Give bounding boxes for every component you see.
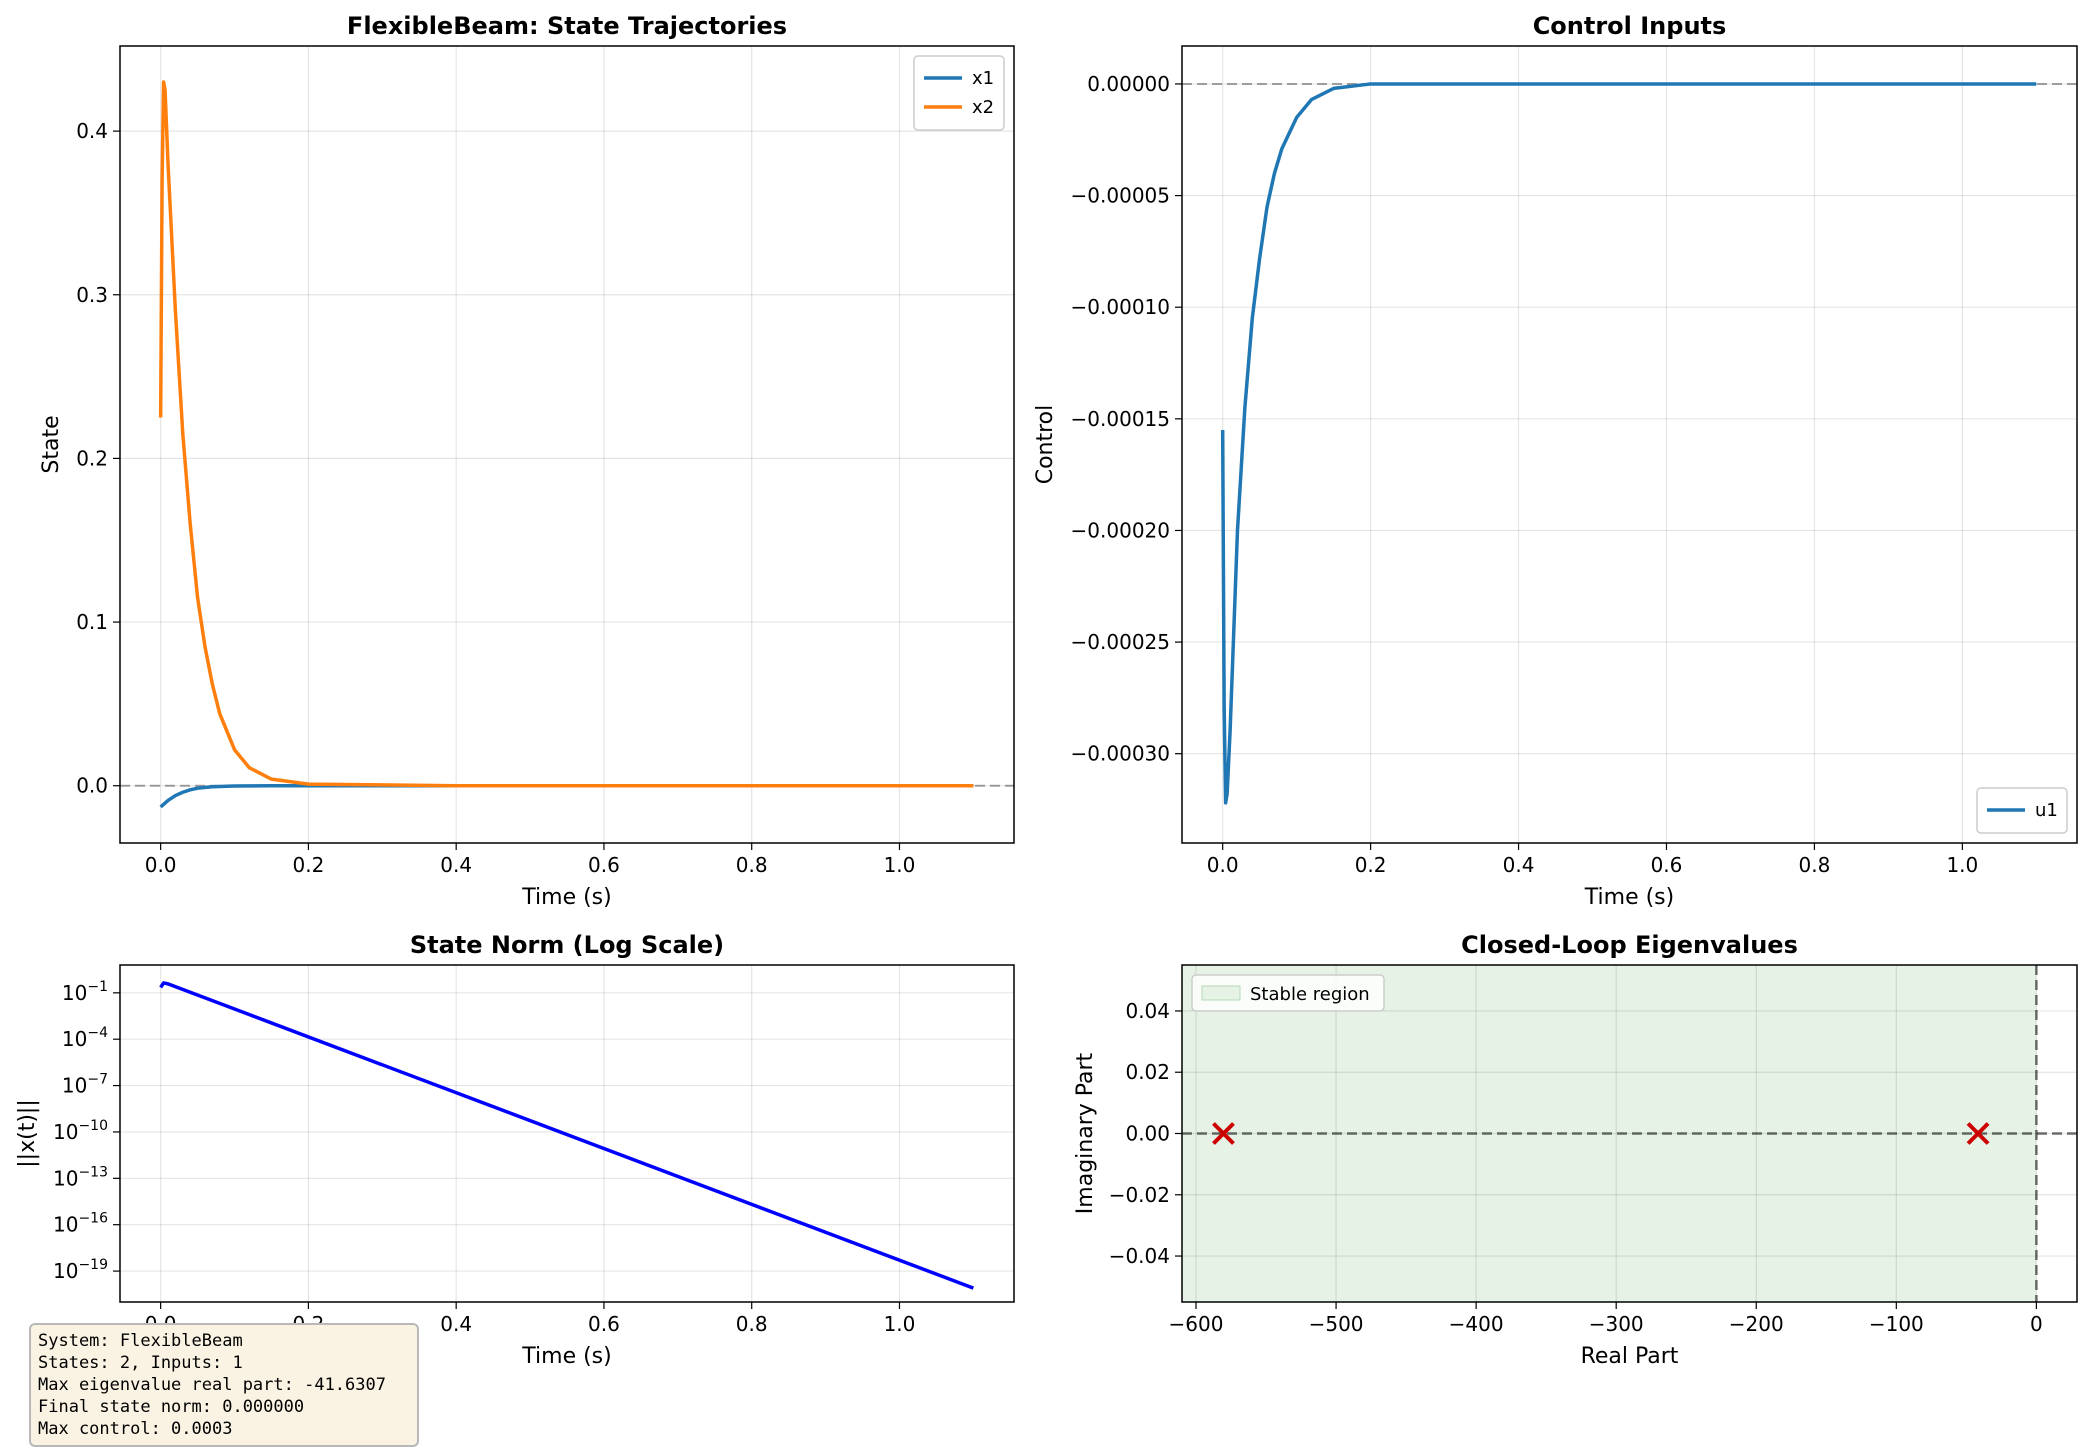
state-trajectories-chart: 0.0 0.2 0.4 0.6 0.8 1.0 0.0 0.1 0.2 0.3 0.4 Flexibl… bbox=[39, 12, 1015, 910]
eigenvalues-xtick-label: −300 bbox=[1589, 1312, 1644, 1336]
control-inputs-ytick-label: −0.00015 bbox=[1071, 407, 1170, 431]
state-norm-ytick-label: 10−4 bbox=[62, 1025, 108, 1051]
state-trajectories-ytick-label: 0.3 bbox=[76, 283, 108, 307]
control-inputs-frame bbox=[1181, 45, 2078, 844]
eigenvalues-xtick-label: −400 bbox=[1449, 1312, 1504, 1336]
state-trajectories-legend-label-x2: x2 bbox=[972, 97, 994, 118]
state-norm-ytick-label: 10−10 bbox=[53, 1118, 108, 1144]
eigenvalues-ylabel: Imaginary Part bbox=[1073, 1052, 1098, 1214]
state-norm-xtick-label: 0.4 bbox=[440, 1312, 472, 1336]
state-trajectories-xtick-label: 1.0 bbox=[884, 853, 916, 877]
state-norm-xtick-label: 0.8 bbox=[736, 1312, 768, 1336]
state-trajectories-ytick-label: 0.0 bbox=[76, 774, 108, 798]
state-trajectories-ytick-label: 0.1 bbox=[76, 610, 108, 634]
state-norm-xtick-label: 0.6 bbox=[588, 1312, 620, 1336]
control-inputs-xtick-label: 0.6 bbox=[1651, 853, 1683, 877]
state-trajectories-ytick-label: 0.4 bbox=[76, 119, 108, 143]
info-line-dimensions: States: 2, Inputs: 1 bbox=[38, 1353, 243, 1373]
eigenvalues-legend-swatch bbox=[1201, 985, 1241, 1001]
state-norm-ytick-label: 10−16 bbox=[53, 1211, 108, 1237]
control-inputs-ytick-label: −0.00010 bbox=[1071, 295, 1170, 319]
eigenvalues-eigenvalue-marker-1 bbox=[1966, 1122, 1990, 1145]
eigenvalues-eigenvalue-marker-0 bbox=[1212, 1122, 1235, 1145]
state-trajectories-frame bbox=[119, 45, 1015, 844]
eigenvalues-ytick-label: −0.02 bbox=[1109, 1183, 1170, 1207]
eigenvalues-xtick-label: −600 bbox=[1169, 1312, 1224, 1336]
state-norm-title: State Norm (Log Scale) bbox=[410, 931, 724, 959]
state-norm-ytick-label: 10−7 bbox=[62, 1072, 108, 1098]
eigenvalues-legend: Stable region bbox=[1191, 974, 1385, 1012]
control-inputs-legend-label-u1: u1 bbox=[2035, 800, 2058, 821]
state-norm-series-0-line bbox=[159, 981, 974, 1290]
state-trajectories-legend-box bbox=[913, 55, 1005, 131]
eigenvalues-ytick-label: 0.04 bbox=[1125, 999, 1170, 1023]
control-inputs-legend: u1 bbox=[1976, 787, 2068, 834]
info-line-final-norm: Final state norm: 0.000000 bbox=[38, 1397, 305, 1417]
control-inputs-ytick-label: −0.00005 bbox=[1071, 184, 1170, 208]
state-norm-chart: 0.00.20.40.60.81.010−110−410−710−1010−13… bbox=[15, 931, 1015, 1369]
state-trajectories-xtick-label: 0.2 bbox=[292, 853, 324, 877]
control-inputs-xtick-label: 0.8 bbox=[1799, 853, 1831, 877]
state-norm-ytick-label: 10−13 bbox=[53, 1164, 108, 1190]
info-line-system: System: FlexibleBeam bbox=[38, 1331, 243, 1351]
state-norm-xlabel: Time (s) bbox=[521, 1344, 611, 1369]
eigenvalues-xtick-label: −100 bbox=[1869, 1312, 1924, 1336]
eigenvalues-xtick-label: 0 bbox=[2030, 1312, 2043, 1336]
eigenvalues-ytick-label: 0.02 bbox=[1125, 1060, 1170, 1084]
control-inputs-ytick-label: −0.00020 bbox=[1071, 518, 1170, 542]
eigenvalues-xtick-label: −500 bbox=[1309, 1312, 1364, 1336]
info-line-max-eigenvalue: Max eigenvalue real part: -41.6307 bbox=[38, 1375, 386, 1395]
state-trajectories-xtick-label: 0.6 bbox=[588, 853, 620, 877]
control-inputs-xtick-label: 1.0 bbox=[1946, 853, 1978, 877]
eigenvalues-legend-label: Stable region bbox=[1250, 984, 1370, 1005]
eigenvalues-frame bbox=[1181, 964, 2078, 1303]
control-inputs-title: Control Inputs bbox=[1533, 12, 1727, 40]
eigenvalues-ytick-label: −0.04 bbox=[1109, 1244, 1170, 1268]
state-trajectories-xlabel: Time (s) bbox=[521, 885, 611, 910]
state-norm-ytick-label: 10−19 bbox=[53, 1257, 108, 1283]
state-norm-xtick-label: 1.0 bbox=[884, 1312, 916, 1336]
control-inputs-xtick-label: 0.0 bbox=[1207, 853, 1239, 877]
control-inputs-ytick-label: −0.00030 bbox=[1071, 742, 1170, 766]
eigenvalues-legend-box bbox=[1191, 974, 1385, 1012]
state-trajectories-series-x2-line bbox=[158, 80, 974, 788]
eigenvalues-chart: −600 −500 −400 −300 −200 −100 0 0.04 0.02 0.00 −0.… bbox=[1073, 931, 2078, 1369]
state-trajectories-series-x1-line bbox=[159, 783, 974, 809]
state-trajectories-xtick-label: 0.0 bbox=[145, 853, 177, 877]
control-inputs-ylabel: Control bbox=[1033, 405, 1058, 485]
info-line-max-control: Max control: 0.0003 bbox=[38, 1419, 233, 1439]
state-norm-frame bbox=[119, 964, 1015, 1303]
control-inputs-xlabel: Time (s) bbox=[1584, 885, 1674, 910]
control-inputs-ytick-label: 0.00000 bbox=[1087, 72, 1170, 96]
control-inputs-xtick-label: 0.2 bbox=[1355, 853, 1387, 877]
state-trajectories-title: FlexibleBeam: State Trajectories bbox=[347, 12, 787, 40]
control-inputs-series-u1-line bbox=[1220, 82, 2037, 805]
eigenvalues-title: Closed-Loop Eigenvalues bbox=[1461, 931, 1798, 959]
state-norm-ylabel: ||x(t)|| bbox=[15, 1099, 40, 1167]
eigenvalues-xtick-label: −200 bbox=[1729, 1312, 1784, 1336]
state-trajectories-xtick-label: 0.8 bbox=[736, 853, 768, 877]
state-trajectories-ytick-label: 0.2 bbox=[76, 446, 108, 470]
control-inputs-chart: 0.0 0.2 0.4 0.6 0.8 1.0 0.00000 −0.00005 −0.0001… bbox=[1033, 12, 2078, 910]
eigenvalues-ytick-label: 0.00 bbox=[1125, 1122, 1170, 1146]
info-box: System: FlexibleBeam States: 2, Inputs: … bbox=[29, 1323, 419, 1447]
state-trajectories-xtick-label: 0.4 bbox=[440, 853, 472, 877]
control-inputs-xtick-label: 0.4 bbox=[1503, 853, 1535, 877]
state-trajectories-legend-label-x1: x1 bbox=[972, 68, 994, 89]
eigenvalues-xlabel: Real Part bbox=[1581, 1344, 1679, 1369]
state-norm-ytick-label: 10−1 bbox=[62, 979, 108, 1005]
state-trajectories-ylabel: State bbox=[39, 415, 64, 473]
control-inputs-ytick-label: −0.00025 bbox=[1071, 630, 1170, 654]
